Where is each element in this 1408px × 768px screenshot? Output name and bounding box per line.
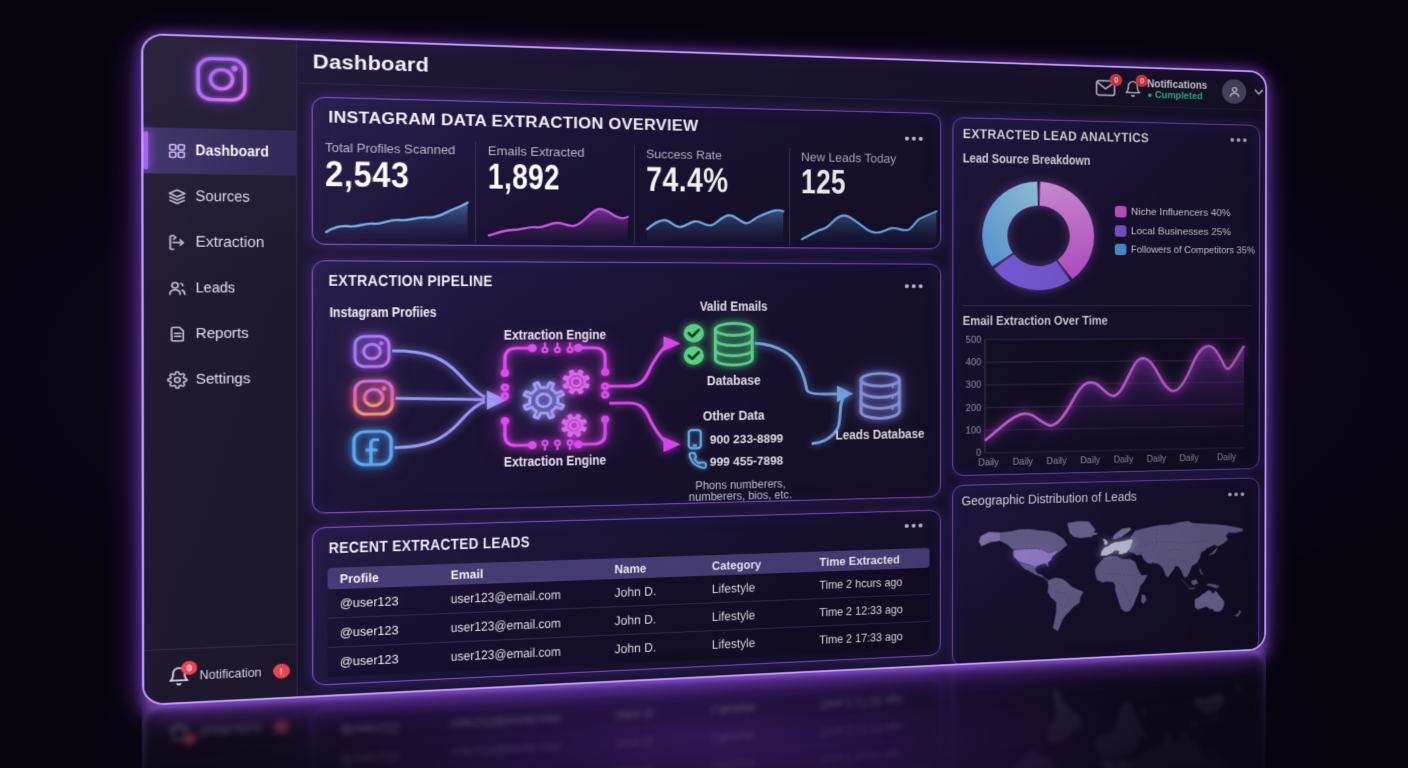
svg-text:900 233-8899: 900 233-8899 <box>710 432 783 447</box>
svg-text:Phons numberers,: Phons numberers, <box>695 477 785 492</box>
svg-text:Database: Database <box>707 374 761 389</box>
svg-text:Daily: Daily <box>1147 454 1167 464</box>
svg-text:Daily: Daily <box>1047 456 1068 466</box>
svg-text:Extraction Engine: Extraction Engine <box>504 327 606 343</box>
svg-text:400: 400 <box>966 358 982 368</box>
svg-text:numberers, bios, etc.: numberers, bios, etc. <box>689 489 792 504</box>
svg-text:Daily: Daily <box>1080 456 1100 466</box>
svg-text:Daily: Daily <box>1013 457 1034 467</box>
svg-text:0: 0 <box>976 448 981 458</box>
svg-text:300: 300 <box>966 381 982 391</box>
svg-text:Daily: Daily <box>1179 454 1199 464</box>
svg-text:999 455-7898: 999 455-7898 <box>710 455 783 470</box>
svg-text:Instagram Profiies: Instagram Profiies <box>330 305 437 321</box>
svg-text:Daily: Daily <box>1114 455 1134 465</box>
svg-text:100: 100 <box>966 426 982 436</box>
svg-text:Leads Database: Leads Database <box>835 427 924 443</box>
svg-text:200: 200 <box>966 404 982 414</box>
svg-text:Valid Emails: Valid Emails <box>700 300 768 314</box>
svg-text:Daily: Daily <box>978 458 999 468</box>
svg-text:500: 500 <box>966 336 982 346</box>
svg-text:Daily: Daily <box>1217 453 1237 463</box>
svg-text:Other Data: Other Data <box>703 409 765 424</box>
svg-text:Extraction Engine: Extraction Engine <box>504 452 606 470</box>
